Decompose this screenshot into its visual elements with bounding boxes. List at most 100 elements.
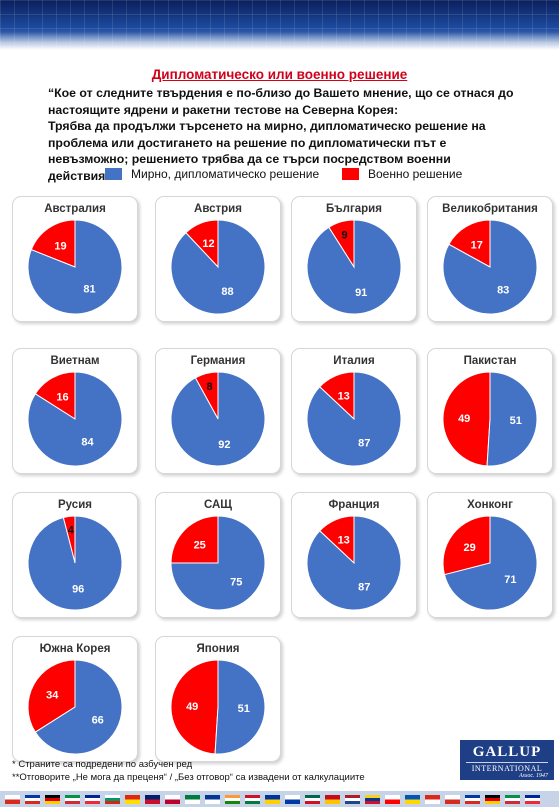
pie-slice-military <box>442 371 491 467</box>
flag-icon <box>485 794 500 804</box>
pie-slice-peaceful <box>443 515 538 611</box>
logo-since: Assoc. 1947 <box>519 773 548 779</box>
flag-icon <box>365 794 380 804</box>
pie-chart: 51 49 <box>442 371 538 467</box>
flag-icon <box>505 794 520 804</box>
pie-slice-peaceful <box>214 659 266 755</box>
pie-card-2: 91 9 България <box>291 196 417 322</box>
pie-card-0: 81 19 Австралия <box>12 196 138 322</box>
pie-label-military: 17 <box>471 240 483 252</box>
pie-card-12: 66 34 Южна Корея <box>12 636 138 762</box>
pie-slice-peaceful <box>486 371 538 467</box>
survey-question: “Кое от следните твърдения е по-близо до… <box>48 85 518 184</box>
pie-label-military: 9 <box>342 230 348 242</box>
pie-chart: 66 34 <box>27 659 123 755</box>
pie-country-name: Япония <box>196 643 240 655</box>
flag-icon <box>85 794 100 804</box>
pie-chart: 83 17 <box>442 219 538 315</box>
flag-icon <box>305 794 320 804</box>
pie-card-3: 83 17 Великобритания <box>427 196 553 322</box>
flag-icon <box>145 794 160 804</box>
pie-label-peaceful: 81 <box>83 283 95 295</box>
pie-card-10: 87 13 Франция <box>291 492 417 618</box>
pie-slice-military <box>34 371 76 420</box>
pie-chart: 84 16 <box>27 371 123 467</box>
legend-item-peaceful: Мирно, дипломатическо решение <box>105 167 319 181</box>
pie-country-name: САЩ <box>203 499 233 511</box>
pie-chart: 81 19 <box>27 219 123 315</box>
legend: Мирно, дипломатическо решение Военно реш… <box>0 167 559 187</box>
flag-icon <box>185 794 200 804</box>
legend-label-military: Военно решение <box>368 167 463 181</box>
flag-icon <box>385 794 400 804</box>
flag-icon <box>345 794 360 804</box>
pie-label-peaceful: 83 <box>497 284 509 296</box>
pie-label-peaceful: 75 <box>230 576 242 588</box>
legend-label-peaceful: Мирно, дипломатическо решение <box>131 167 320 181</box>
pie-label-peaceful: 91 <box>355 287 367 299</box>
pie-slice-peaceful <box>306 371 402 467</box>
flag-icon <box>5 794 20 804</box>
pie-chart: 75 25 <box>170 515 266 611</box>
pie-chart: 88 12 <box>170 219 266 315</box>
flag-icon <box>465 794 480 804</box>
flag-icon <box>285 794 300 804</box>
pie-slice-military <box>30 219 76 268</box>
pie-label-peaceful: 87 <box>358 582 370 594</box>
flag-icon <box>425 794 440 804</box>
pie-country-name: Великобритания <box>442 203 538 215</box>
pie-card-11: 71 29 Хонконг <box>427 492 553 618</box>
pie-slice-peaceful <box>34 659 123 755</box>
pie-chart: 96 4 <box>27 515 123 611</box>
pie-chart: 51 49 <box>170 659 266 755</box>
pie-chart: 92 8 <box>170 371 266 467</box>
pie-label-military: 8 <box>207 381 213 393</box>
logo-brand: GALLUP <box>472 744 542 760</box>
pie-label-peaceful: 84 <box>81 437 94 449</box>
pie-country-name: Германия <box>190 355 246 367</box>
pie-slice-military <box>442 515 491 576</box>
gallup-logo: GALLUP INTERNATIONAL Assoc. 1947 <box>460 740 554 780</box>
question-line-1: “Кое от следните твърдения е по-близо до… <box>48 86 514 117</box>
flag-icon <box>405 794 420 804</box>
pie-label-military: 49 <box>186 701 198 713</box>
pie-card-8: 96 4 Русия <box>12 492 138 618</box>
pie-card-6: 87 13 Италия <box>291 348 417 474</box>
pie-slice-peaceful <box>170 371 266 467</box>
question-line-2: Трябва да продължи търсенето на мирно, д… <box>48 119 486 183</box>
pie-slice-military <box>170 515 219 564</box>
pie-slice-peaceful <box>27 515 123 611</box>
flag-icon <box>245 794 260 804</box>
pie-chart: 71 29 <box>442 515 538 611</box>
pie-slice-peaceful <box>170 219 266 315</box>
pie-label-peaceful: 92 <box>218 439 230 451</box>
pie-label-military: 49 <box>458 413 470 425</box>
pie-label-peaceful: 87 <box>358 438 370 450</box>
pie-label-peaceful: 88 <box>221 286 233 298</box>
pie-label-military: 19 <box>54 241 66 253</box>
pie-chart: 87 13 <box>306 371 402 467</box>
pie-slice-peaceful <box>27 219 123 315</box>
pie-label-peaceful: 96 <box>72 584 84 596</box>
pie-label-peaceful: 71 <box>504 574 516 586</box>
flag-icon <box>25 794 40 804</box>
pie-label-military: 25 <box>194 540 206 552</box>
pie-slice-peaceful <box>306 219 402 315</box>
pie-chart: 87 13 <box>306 515 402 611</box>
pie-slice-peaceful <box>170 515 266 611</box>
pie-label-peaceful: 66 <box>92 715 104 727</box>
pie-chart: 91 9 <box>306 219 402 315</box>
flag-icon <box>445 794 460 804</box>
footnotes: * Страните са подредени по азбучен ред *… <box>12 758 365 784</box>
pie-label-military: 12 <box>202 238 214 250</box>
pie-country-name: Австралия <box>44 203 106 215</box>
flag-icon <box>225 794 240 804</box>
pie-label-peaceful: 51 <box>238 703 250 715</box>
flag-icon <box>165 794 180 804</box>
pie-country-name: Виетнам <box>50 355 100 367</box>
pie-label-military: 13 <box>338 390 350 402</box>
pie-country-name: Франция <box>328 499 380 511</box>
pie-card-13: 51 49 Япония <box>155 636 281 762</box>
pie-country-name: Южна Корея <box>39 643 111 655</box>
pie-label-military: 4 <box>68 524 75 536</box>
